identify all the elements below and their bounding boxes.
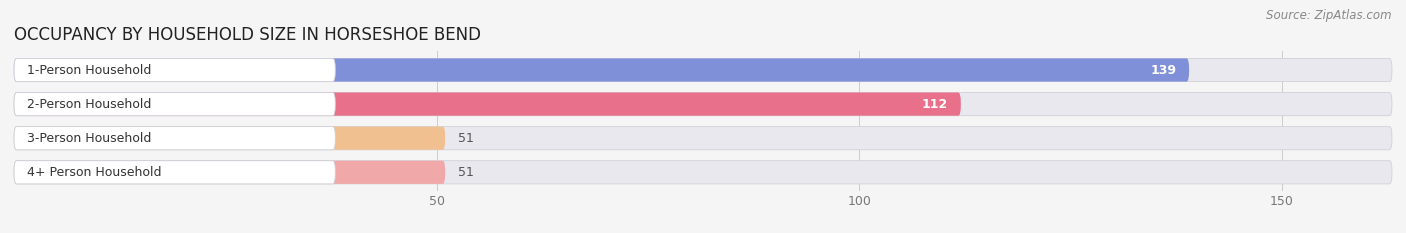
- FancyBboxPatch shape: [14, 93, 960, 116]
- Text: 3-Person Household: 3-Person Household: [27, 132, 150, 145]
- FancyBboxPatch shape: [14, 161, 1392, 184]
- FancyBboxPatch shape: [14, 161, 446, 184]
- Text: 1-Person Household: 1-Person Household: [27, 64, 150, 76]
- Text: OCCUPANCY BY HOUSEHOLD SIZE IN HORSESHOE BEND: OCCUPANCY BY HOUSEHOLD SIZE IN HORSESHOE…: [14, 26, 481, 44]
- FancyBboxPatch shape: [14, 58, 1392, 82]
- Text: 51: 51: [458, 132, 474, 145]
- Text: 51: 51: [458, 166, 474, 179]
- FancyBboxPatch shape: [14, 127, 446, 150]
- Text: 4+ Person Household: 4+ Person Household: [27, 166, 162, 179]
- FancyBboxPatch shape: [14, 127, 1392, 150]
- FancyBboxPatch shape: [14, 93, 335, 116]
- FancyBboxPatch shape: [14, 58, 335, 82]
- Text: 112: 112: [922, 98, 948, 111]
- FancyBboxPatch shape: [14, 161, 335, 184]
- Text: Source: ZipAtlas.com: Source: ZipAtlas.com: [1267, 9, 1392, 22]
- Text: 139: 139: [1150, 64, 1177, 76]
- Text: 2-Person Household: 2-Person Household: [27, 98, 150, 111]
- FancyBboxPatch shape: [14, 93, 1392, 116]
- FancyBboxPatch shape: [14, 58, 1189, 82]
- FancyBboxPatch shape: [14, 127, 335, 150]
